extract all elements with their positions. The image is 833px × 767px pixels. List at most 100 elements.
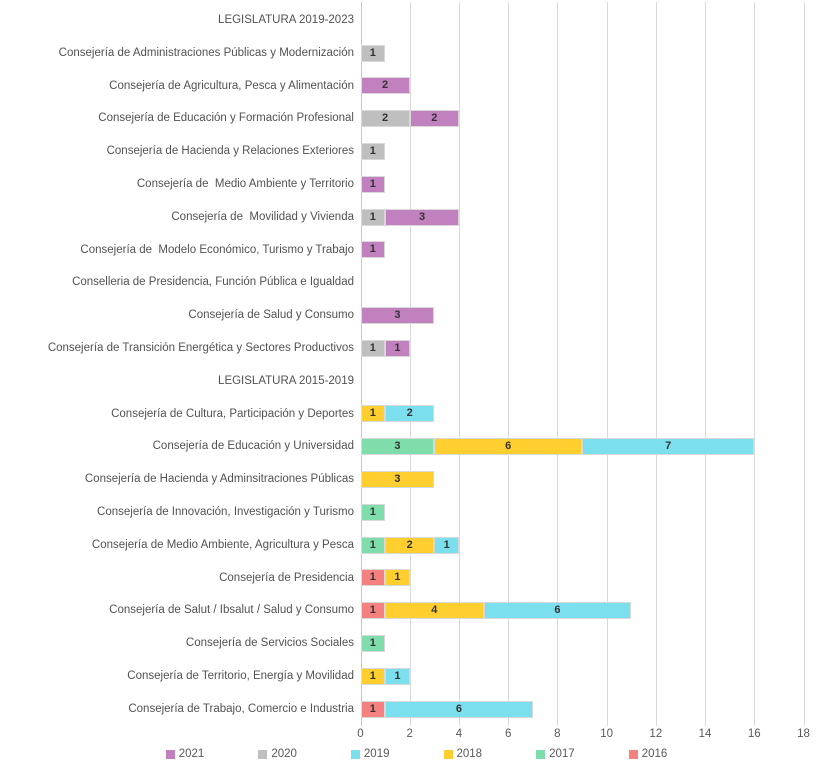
bar-segment-2019: 6 xyxy=(483,602,632,620)
bar-value-label: 1 xyxy=(369,571,376,584)
legend-item-2018: 2018 xyxy=(443,748,483,760)
category-row: Consejería de Hacienda y Relaciones Exte… xyxy=(0,135,833,168)
category-row: Consejería de Trabajo, Comercio e Indust… xyxy=(0,693,833,726)
bar-segment-2021: 1 xyxy=(360,241,386,259)
bar-value-label: 1 xyxy=(443,538,450,551)
category-label: Consejería de Medio Ambiente, Agricultur… xyxy=(91,538,354,551)
bar-value-label: 4 xyxy=(431,604,438,617)
bar-value-label: 6 xyxy=(455,702,462,715)
bar-segment-2016: 1 xyxy=(360,569,386,587)
section-header-row: LEGISLATURA 2015-2019 xyxy=(0,365,833,398)
legend-label: 2020 xyxy=(271,748,297,760)
bar-value-label: 3 xyxy=(418,210,426,223)
category-label: Consejería de Trabajo, Comercio e Indust… xyxy=(128,702,354,715)
bar-value-label: 6 xyxy=(505,440,512,453)
gridline xyxy=(508,2,510,726)
category-label: Consejería de Territorio, Energía y Movi… xyxy=(127,670,354,682)
bar-segment-2018: 1 xyxy=(385,569,410,587)
bar-segment-2017: 1 xyxy=(360,635,386,653)
category-row: Consejería de Salut / Ibsalut / Salud y … xyxy=(0,594,833,627)
x-tick-label: 6 xyxy=(504,728,512,740)
bar-segment-2018: 1 xyxy=(360,405,386,423)
bar-segment-2016: 1 xyxy=(360,602,386,620)
bar-segment-2019: 1 xyxy=(434,536,459,554)
bar-value-label: 1 xyxy=(369,637,376,650)
bar-segment-2021: 3 xyxy=(385,208,459,226)
section-header-label: LEGISLATURA 2015-2019 xyxy=(218,374,354,387)
category-label: Consejería de Servicios Sociales xyxy=(185,637,354,650)
legend-swatch xyxy=(165,749,175,759)
bar-segment-2019: 1 xyxy=(385,667,410,685)
gridline xyxy=(409,2,411,726)
legend-swatch xyxy=(258,749,268,759)
category-label: Consejería de Salud y Consumo xyxy=(188,309,354,322)
bar-segment-2018: 6 xyxy=(434,438,582,456)
bar-value-label: 1 xyxy=(369,145,376,158)
legend-item-2021: 2021 xyxy=(165,748,204,760)
category-row: Conselleria de Presidencia, Función Públ… xyxy=(0,266,833,299)
bar-segment-2018: 4 xyxy=(385,602,484,620)
category-label: Consejería de Educación y Formación Prof… xyxy=(98,112,354,125)
section-header-label: LEGISLATURA 2019-2023 xyxy=(218,14,354,26)
x-tick-label: 4 xyxy=(455,728,463,740)
bar-value-label: 7 xyxy=(665,440,672,453)
category-label: Consejería de Transición Energética y Se… xyxy=(47,342,354,354)
category-row: Consejería de Medio Ambiente y Territori… xyxy=(0,168,833,201)
x-tick-label: 12 xyxy=(649,728,663,740)
bar-segment-2020: 1 xyxy=(360,339,386,357)
category-label: Consejería de Movilidad y Vivienda xyxy=(171,210,354,223)
bar-segment-2020: 2 xyxy=(360,110,410,128)
bar-value-label: 1 xyxy=(369,604,376,617)
bar-segment-2020: 1 xyxy=(360,143,386,161)
category-label: Conselleria de Presidencia, Función Públ… xyxy=(72,276,354,289)
category-label: Consejería de Innovación, Investigación … xyxy=(97,506,354,518)
bar-segment-2018: 1 xyxy=(360,667,386,685)
legend-label: 2019 xyxy=(363,748,390,760)
bar-value-label: 1 xyxy=(394,571,401,584)
category-label: Consejería de Modelo Económico, Turismo … xyxy=(80,243,354,256)
legend-label: 2018 xyxy=(456,748,483,760)
bar-value-label: 1 xyxy=(369,341,376,354)
bar-value-label: 2 xyxy=(406,407,413,420)
bar-value-label: 1 xyxy=(369,669,376,682)
bar-value-label: 3 xyxy=(394,440,401,453)
x-tick-label: 18 xyxy=(797,728,810,740)
bar-segment-2016: 1 xyxy=(360,700,386,718)
bar-value-label: 2 xyxy=(382,79,389,92)
category-label: Consejería de Hacienda y Relaciones Exte… xyxy=(106,145,354,158)
legend-swatch xyxy=(350,749,360,759)
category-label: Consejería de Administraciones Públicas … xyxy=(58,46,354,59)
bar-segment-2021: 1 xyxy=(360,175,386,193)
legend-item-2016: 2016 xyxy=(628,748,667,760)
gridline xyxy=(655,2,657,726)
category-row: Consejería de Educación y Universidad 3 6 7 xyxy=(0,430,833,463)
category-row: Consejería de Innovación, Investigación … xyxy=(0,496,833,529)
legend: 2021 2020 2019 2018 2017 2016 xyxy=(0,748,833,760)
bar-segment-2021: 3 xyxy=(360,307,435,325)
bar-segment-2017: 1 xyxy=(360,536,386,554)
category-row: Consejería de Modelo Económico, Turismo … xyxy=(0,234,833,267)
category-row: Consejería de Movilidad y Vivienda 1 3 xyxy=(0,201,833,234)
bar-value-label: 3 xyxy=(394,309,401,322)
legend-swatch xyxy=(443,749,453,759)
category-row: Consejería de Salud y Consumo 3 xyxy=(0,299,833,332)
bar-value-label: 1 xyxy=(369,538,376,551)
bar-segment-2020: 1 xyxy=(360,208,386,226)
category-row: Consejería de Educación y Formación Prof… xyxy=(0,102,833,135)
category-label: Consejería de Agricultura, Pesca y Alime… xyxy=(109,79,354,92)
legend-item-2017: 2017 xyxy=(536,748,575,760)
legend-label: 2017 xyxy=(549,748,575,760)
bar-value-label: 1 xyxy=(369,210,376,223)
x-tick-label: 10 xyxy=(600,728,613,740)
section-header-row: LEGISLATURA 2019-2023 xyxy=(0,4,833,37)
gridline xyxy=(360,2,362,726)
bar-value-label: 3 xyxy=(394,473,401,486)
category-row: Consejería de Transición Energética y Se… xyxy=(0,332,833,365)
category-label: Consejería de Salut / Ibsalut / Salud y … xyxy=(109,604,354,617)
category-label: Consejería de Presidencia xyxy=(219,571,354,584)
category-label: Consejería de Cultura, Participación y D… xyxy=(111,407,354,420)
category-row: Consejería de Territorio, Energía y Movi… xyxy=(0,660,833,693)
legend-swatch xyxy=(536,749,546,759)
category-label: Consejería de Hacienda y Adminsitracione… xyxy=(84,473,354,486)
